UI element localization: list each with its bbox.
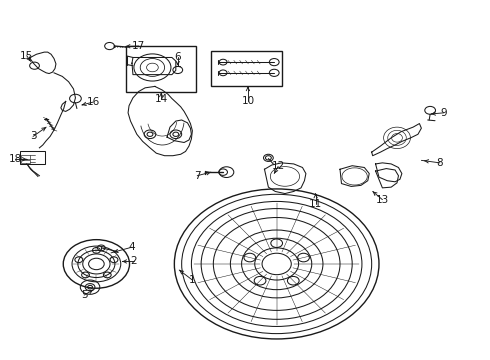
- Bar: [211, 51, 282, 86]
- Bar: [125, 46, 196, 93]
- Text: 2: 2: [131, 256, 137, 266]
- Text: 8: 8: [437, 158, 443, 168]
- Text: 11: 11: [309, 199, 322, 209]
- Circle shape: [147, 132, 153, 136]
- Text: 13: 13: [376, 195, 389, 204]
- Text: 16: 16: [86, 97, 99, 107]
- Text: 1: 1: [189, 275, 196, 285]
- Text: 4: 4: [129, 242, 135, 252]
- Bar: [21, 159, 30, 163]
- Bar: [21, 155, 30, 158]
- Text: 14: 14: [154, 94, 168, 104]
- Text: 12: 12: [271, 161, 285, 171]
- Text: 9: 9: [441, 108, 447, 118]
- Text: 5: 5: [81, 290, 88, 300]
- Text: 15: 15: [20, 51, 33, 61]
- Text: 7: 7: [194, 171, 200, 181]
- Text: 3: 3: [30, 131, 36, 141]
- Text: 6: 6: [174, 52, 181, 62]
- Bar: [20, 152, 45, 164]
- Text: 10: 10: [242, 96, 254, 107]
- Text: 18: 18: [8, 154, 22, 164]
- Circle shape: [266, 156, 271, 160]
- Text: 17: 17: [132, 41, 146, 51]
- Circle shape: [173, 132, 179, 136]
